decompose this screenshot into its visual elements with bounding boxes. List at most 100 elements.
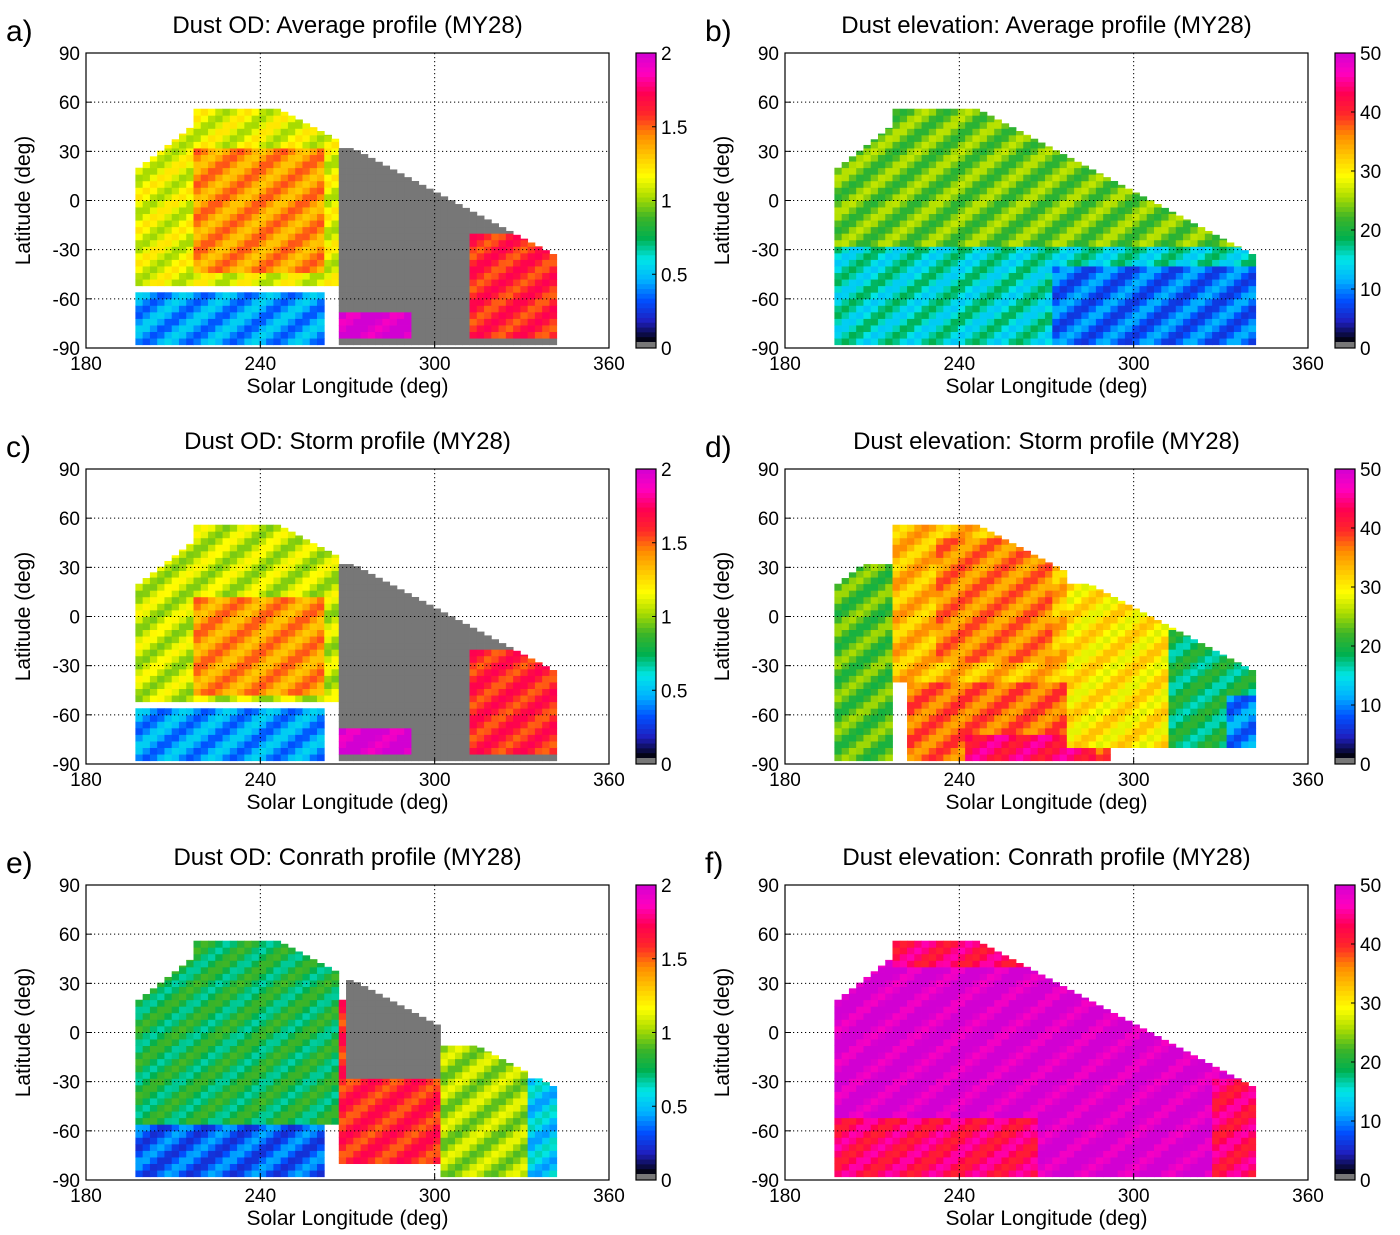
heatmap-cell	[994, 279, 1002, 287]
heatmap-cell	[1110, 305, 1119, 313]
heatmap-cell	[215, 544, 223, 552]
heatmap-cell	[892, 134, 901, 142]
heatmap-cell	[266, 193, 274, 201]
heatmap-cell	[928, 187, 937, 195]
heatmap-cell	[215, 298, 223, 306]
heatmap-cell	[309, 207, 318, 215]
heatmap-cell	[1045, 207, 1053, 215]
heatmap-cell	[1088, 311, 1097, 319]
heatmap-cell	[316, 279, 325, 287]
heatmap-cell	[375, 193, 383, 201]
heatmap-cell	[193, 609, 202, 617]
heatmap-cell	[287, 754, 296, 762]
heatmap-cell	[462, 734, 470, 742]
heatmap-cell	[389, 213, 398, 221]
heatmap-cell	[258, 524, 267, 532]
heatmap-cell	[222, 252, 231, 260]
heatmap-cell	[1001, 220, 1010, 228]
heatmap-cell	[316, 148, 325, 156]
heatmap-cell	[870, 331, 879, 339]
heatmap-cell	[469, 211, 478, 215]
heatmap-cell	[244, 636, 253, 644]
heatmap-cell	[411, 688, 420, 696]
heatmap-cell	[193, 754, 202, 762]
heatmap-cell	[280, 259, 289, 267]
heatmap-cell	[870, 305, 879, 313]
heatmap-cell	[1124, 213, 1133, 221]
heatmap-cell	[208, 167, 216, 175]
heatmap-cell	[1219, 266, 1228, 274]
colorbar-segment	[636, 293, 656, 300]
heatmap-cell	[527, 682, 536, 690]
heatmap-cell	[287, 266, 296, 274]
heatmap-cell	[848, 207, 857, 215]
heatmap-cell	[375, 239, 383, 247]
heatmap-cell	[994, 128, 1002, 136]
heatmap-cell	[505, 230, 514, 234]
heatmap-cell	[222, 544, 231, 552]
heatmap-cell	[324, 550, 332, 558]
heatmap-cell	[171, 252, 180, 260]
heatmap-cell	[353, 577, 361, 585]
heatmap-cell	[258, 577, 267, 585]
heatmap-cell	[360, 675, 369, 683]
heatmap-cell	[142, 675, 151, 683]
colorbar-segment	[1335, 86, 1355, 93]
heatmap-cell	[208, 544, 216, 552]
heatmap-cell	[171, 139, 180, 142]
heatmap-cell	[404, 220, 412, 228]
heatmap-cell	[178, 609, 187, 617]
heatmap-cell	[244, 180, 253, 188]
colorbar-segment	[636, 178, 656, 184]
heatmap-cell	[1066, 180, 1075, 188]
heatmap-cell	[346, 623, 354, 631]
heatmap-cell	[1183, 338, 1191, 346]
heatmap-cell	[928, 331, 937, 339]
heatmap-cell	[1015, 259, 1024, 267]
heatmap-cell	[542, 298, 550, 306]
heatmap-cell	[251, 226, 260, 234]
heatmap-cell	[222, 233, 231, 241]
heatmap-cell	[316, 220, 325, 228]
heatmap-cell	[1015, 325, 1024, 333]
heatmap-cell	[135, 714, 144, 722]
heatmap-cell	[382, 165, 391, 169]
heatmap-cell	[186, 609, 194, 617]
heatmap-cell	[266, 636, 274, 644]
heatmap-cell	[447, 207, 456, 215]
heatmap-cell	[1175, 252, 1184, 260]
heatmap-cell	[251, 318, 260, 326]
heatmap-cell	[280, 298, 289, 306]
heatmap-cell	[411, 187, 420, 195]
heatmap-cell	[1059, 331, 1068, 339]
heatmap-cell	[389, 252, 398, 260]
heatmap-cell	[1081, 325, 1090, 333]
heatmap-cell	[164, 246, 173, 254]
heatmap-cell	[360, 570, 369, 578]
heatmap-cell	[360, 233, 369, 241]
heatmap-cell	[331, 557, 340, 565]
heatmap-cell	[1124, 292, 1133, 300]
heatmap-cell	[1001, 305, 1010, 313]
heatmap-cell	[353, 213, 361, 221]
heatmap-cell	[965, 285, 973, 293]
heatmap-cell	[447, 675, 456, 683]
heatmap-cell	[266, 311, 274, 319]
heatmap-cell	[302, 734, 311, 742]
heatmap-cell	[885, 338, 893, 346]
heatmap-cell	[215, 200, 223, 208]
heatmap-cell	[870, 298, 879, 306]
heatmap-cell	[994, 331, 1002, 339]
heatmap-cell	[135, 272, 144, 280]
heatmap-cell	[251, 708, 260, 716]
heatmap-cell	[280, 148, 289, 156]
heatmap-cell	[972, 154, 981, 162]
heatmap-cell	[527, 754, 536, 762]
heatmap-cell	[440, 668, 449, 676]
heatmap-cell	[338, 655, 347, 663]
heatmap-cell	[266, 583, 274, 591]
heatmap-cell	[1226, 285, 1235, 293]
heatmap-cell	[149, 220, 158, 228]
heatmap-cell	[950, 298, 959, 306]
heatmap-cell	[914, 187, 922, 195]
